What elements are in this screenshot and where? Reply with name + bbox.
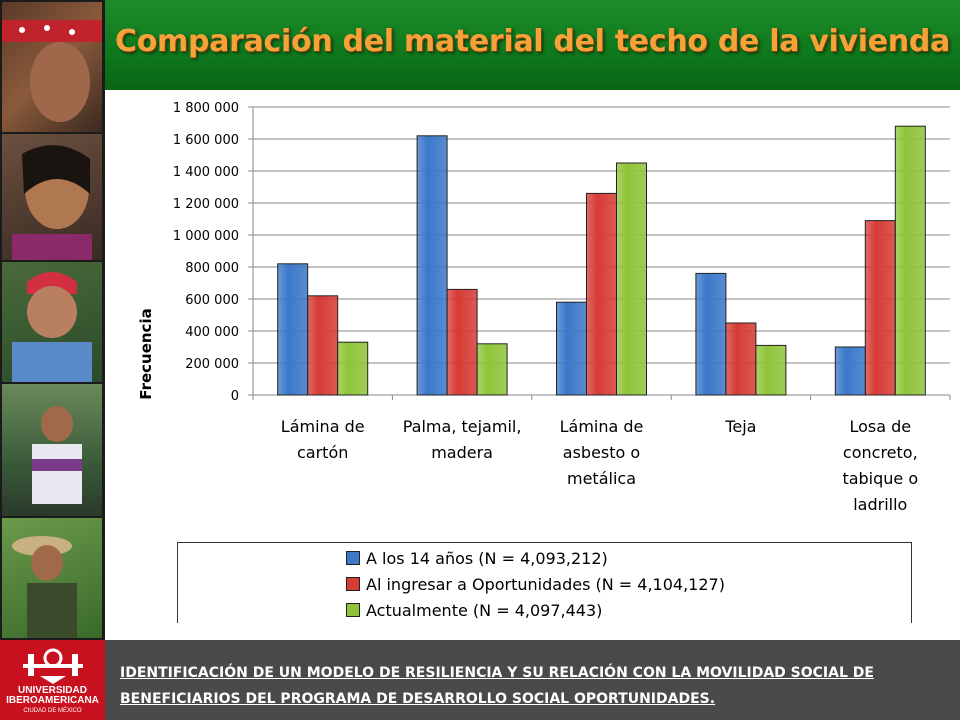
portrait-photo-man-field [2,518,102,638]
bar-0-3 [695,272,727,396]
y-tick-label: 1 200 000 [173,197,239,212]
footer-line-2: BENEFICIARIOS DEL PROGRAMA DE DESARROLLO… [120,691,716,707]
legend-item-actualmente: Actualmente (N = 4,097,443) [346,598,602,622]
photo-strip [0,0,105,640]
x-tick-label: concreto, [843,443,918,462]
legend-item-a-los-14: A los 14 años (N = 4,093,212) [346,546,608,570]
x-tick-label: Losa de [849,417,911,436]
legend-label: Al ingresar a Oportunidades (N = 4,104,1… [366,574,725,594]
bar-0-4 [834,346,866,396]
x-tick-label: metálica [567,469,636,488]
y-tick-label: 600 000 [185,293,239,308]
y-tick-label: 1 800 000 [173,101,239,116]
bar-1-4 [864,220,896,396]
header-banner: Comparación del material del techo de la… [105,0,960,90]
y-tick-label: 800 000 [185,261,239,276]
x-tick-label: asbesto o [563,443,640,462]
footer-bar: UNIVERSIDAD IBEROAMERICANA CIUDAD DE MÉX… [0,640,960,720]
y-tick-label: 0 [231,389,239,404]
legend-swatch [346,603,360,617]
footer-caption: IDENTIFICACIÓN DE UN MODELO DE RESILIENC… [120,660,940,712]
bar-0-1 [416,135,448,396]
x-tick-label: ladrillo [853,495,907,514]
bar-2-0 [337,341,369,396]
university-crest-icon [23,648,83,684]
x-tick-label: cartón [297,443,348,462]
legend-swatch [346,551,360,565]
university-logo: UNIVERSIDAD IBEROAMERICANA CIUDAD DE MÉX… [0,640,105,720]
page-title: Comparación del material del techo de la… [115,24,950,59]
chart-legend: A los 14 años (N = 4,093,212) Al ingresa… [177,542,912,623]
portrait-photo-man-red-cap [2,262,102,382]
y-tick-label: 1 000 000 [173,229,239,244]
y-tick-label: 1 600 000 [173,133,239,148]
logo-subtitle: CIUDAD DE MÉXICO [23,708,82,714]
bar-1-2 [586,192,617,396]
legend-label: Actualmente (N = 4,097,443) [366,600,603,620]
bar-2-2 [616,162,647,396]
portrait-photo-woman-mountains [2,384,102,516]
legend-label: A los 14 años (N = 4,093,212) [366,548,608,568]
x-tick-label: tabique o [842,469,918,488]
logo-line-1: UNIVERSIDAD [18,685,87,696]
x-tick-label: Lámina de [560,417,644,436]
bar-0-2 [556,301,587,396]
portrait-photo-woman-braids [2,134,102,260]
x-tick-label: Palma, tejamil, [403,417,522,436]
bar-0-0 [277,263,309,396]
y-tick-label: 200 000 [185,357,239,372]
x-tick-label: Lámina de [281,417,365,436]
y-axis-label: Frecuencia [137,308,155,399]
x-tick-label: madera [431,443,493,462]
bar-2-4 [894,125,926,396]
bar-2-1 [476,343,508,396]
footer-line-1: IDENTIFICACIÓN DE UN MODELO DE RESILIENC… [120,665,874,681]
y-tick-label: 1 400 000 [173,165,239,180]
bar-chart: 0 200 000 400 000 600 000 800 000 1 000 000 1 … [137,101,951,514]
y-tick-label: 400 000 [185,325,239,340]
bar-2-3 [755,344,787,396]
bar-1-1 [446,288,478,396]
legend-item-al-ingresar: Al ingresar a Oportunidades (N = 4,104,1… [346,572,725,596]
logo-line-2: IBEROAMERICANA [6,695,99,706]
x-tick-label: Teja [724,417,756,436]
portrait-photo-red-bandana [2,2,102,132]
bar-1-3 [725,322,757,396]
legend-swatch [346,577,360,591]
bar-1-0 [307,295,339,396]
